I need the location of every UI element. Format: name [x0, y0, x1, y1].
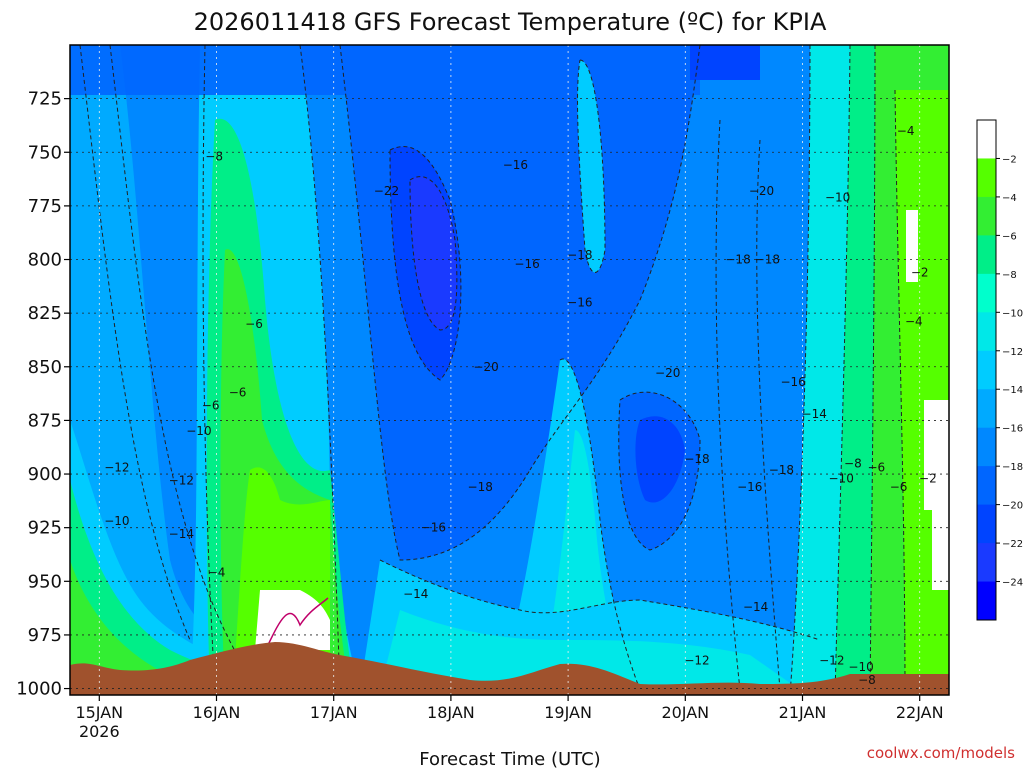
x-tick-label: 20JAN — [661, 703, 709, 722]
contour-label: −2 — [919, 471, 937, 485]
credit-text: coolwx.com/models — [867, 744, 1015, 762]
colorbar-label: −18 — [1002, 462, 1023, 473]
x-tick-label: 21JAN — [779, 703, 827, 722]
colorbar-swatch — [977, 351, 996, 390]
x-tick-label: 19JAN — [544, 703, 592, 722]
colorbar-swatch — [977, 274, 996, 313]
colorbar-swatch — [977, 312, 996, 351]
contour-label: −4 — [208, 566, 226, 580]
contour-label: −20 — [749, 184, 774, 198]
contour-label: −10 — [186, 424, 211, 438]
y-tick-label: 725 — [28, 89, 62, 110]
contour-label: −18 — [684, 452, 709, 466]
colorbar: −2 −4 −6 −8 −10 −12 −14 −16 −18 −20 −22 −24 — [977, 120, 1023, 621]
contour-label: −6 — [229, 386, 247, 400]
contour-label: −12 — [104, 461, 129, 475]
contour-label: −18 — [725, 253, 750, 267]
contour-label: −12 — [819, 654, 844, 668]
colorbar-swatch — [977, 158, 996, 197]
y-tick-label: 825 — [28, 303, 62, 324]
x-tick-label: 18JAN — [427, 703, 475, 722]
colorbar-label: −20 — [1002, 501, 1023, 512]
contour-label: −4 — [897, 124, 915, 138]
contour-label: −6 — [202, 398, 220, 412]
contour-label: −4 — [905, 315, 923, 329]
y-tick-label: 925 — [28, 518, 62, 539]
contour-label: −12 — [169, 473, 194, 487]
x-tick-label: 22JAN — [896, 703, 944, 722]
contour-label: −10 — [825, 190, 850, 204]
x-tick-label: 16JAN — [193, 703, 241, 722]
contour-label: −18 — [755, 253, 780, 267]
contour-label: −8 — [844, 456, 862, 470]
y-tick-label: 875 — [28, 410, 62, 431]
contour-label: −6 — [245, 317, 263, 331]
colorbar-label: −14 — [1002, 385, 1023, 396]
x-axis-label: Forecast Time (UTC) — [419, 749, 600, 768]
forecast-chart: 2026011418 GFS Forecast Temperature (ºC)… — [0, 0, 1024, 768]
contour-label: −16 — [503, 158, 528, 172]
contour-label: −8 — [858, 673, 876, 687]
colorbar-swatch — [977, 197, 996, 236]
colorbar-label: −2 — [1002, 154, 1017, 165]
colorbar-swatch — [977, 235, 996, 274]
colorbar-swatch — [977, 543, 996, 582]
contour-label: −12 — [684, 654, 709, 668]
colorbar-label: −4 — [1002, 193, 1017, 204]
contour-label: −6 — [890, 480, 908, 494]
contour-label: −14 — [403, 587, 428, 601]
y-axis: 725 750 775 800 825 850 875 900 925 950 975 1000 — [16, 89, 70, 700]
colorbar-label: −12 — [1002, 347, 1023, 358]
contour-label: −18 — [567, 248, 592, 262]
colorbar-swatch — [977, 466, 996, 505]
x-tick-label: 17JAN — [310, 703, 358, 722]
contour-label: −6 — [867, 461, 885, 475]
contour-label: −14 — [169, 527, 194, 541]
y-tick-label: 1000 — [16, 679, 62, 700]
x-tick-year: 2026 — [79, 722, 120, 741]
colorbar-swatch — [977, 505, 996, 544]
contour-label: −16 — [737, 480, 762, 494]
chart-title: 2026011418 GFS Forecast Temperature (ºC)… — [194, 8, 827, 36]
contour-label: −10 — [104, 514, 129, 528]
colorbar-label: −22 — [1002, 539, 1023, 550]
contour-label: −16 — [780, 375, 805, 389]
colorbar-swatch — [977, 120, 996, 159]
contour-label: −18 — [468, 480, 493, 494]
colorbar-swatch — [977, 428, 996, 467]
contour-label: −16 — [514, 257, 539, 271]
y-tick-label: 900 — [28, 464, 62, 485]
colorbar-swatch — [977, 389, 996, 428]
y-tick-label: 850 — [28, 357, 62, 378]
colorbar-label: −16 — [1002, 424, 1023, 435]
colorbar-label: −8 — [1002, 270, 1017, 281]
contour-label: −16 — [567, 295, 592, 309]
colorbar-label: −6 — [1002, 231, 1017, 242]
contour-label: −22 — [374, 184, 399, 198]
contour-label: −14 — [743, 600, 768, 614]
y-tick-label: 975 — [28, 625, 62, 646]
contour-label: −2 — [911, 265, 929, 279]
contour-label: −18 — [769, 463, 794, 477]
contour-label: −20 — [655, 366, 680, 380]
colorbar-swatch — [977, 582, 996, 621]
y-tick-label: 750 — [28, 142, 62, 163]
colorbar-label: −10 — [1002, 308, 1023, 319]
contour-label: −10 — [829, 471, 854, 485]
contour-label: −8 — [205, 150, 223, 164]
contour-label: −20 — [473, 360, 498, 374]
y-tick-label: 950 — [28, 571, 62, 592]
colorbar-label: −24 — [1002, 578, 1023, 589]
y-tick-label: 800 — [28, 250, 62, 271]
contour-label: −16 — [421, 521, 446, 535]
y-tick-label: 775 — [28, 196, 62, 217]
contour-label: −14 — [802, 407, 827, 421]
x-tick-label: 15JAN — [75, 703, 123, 722]
